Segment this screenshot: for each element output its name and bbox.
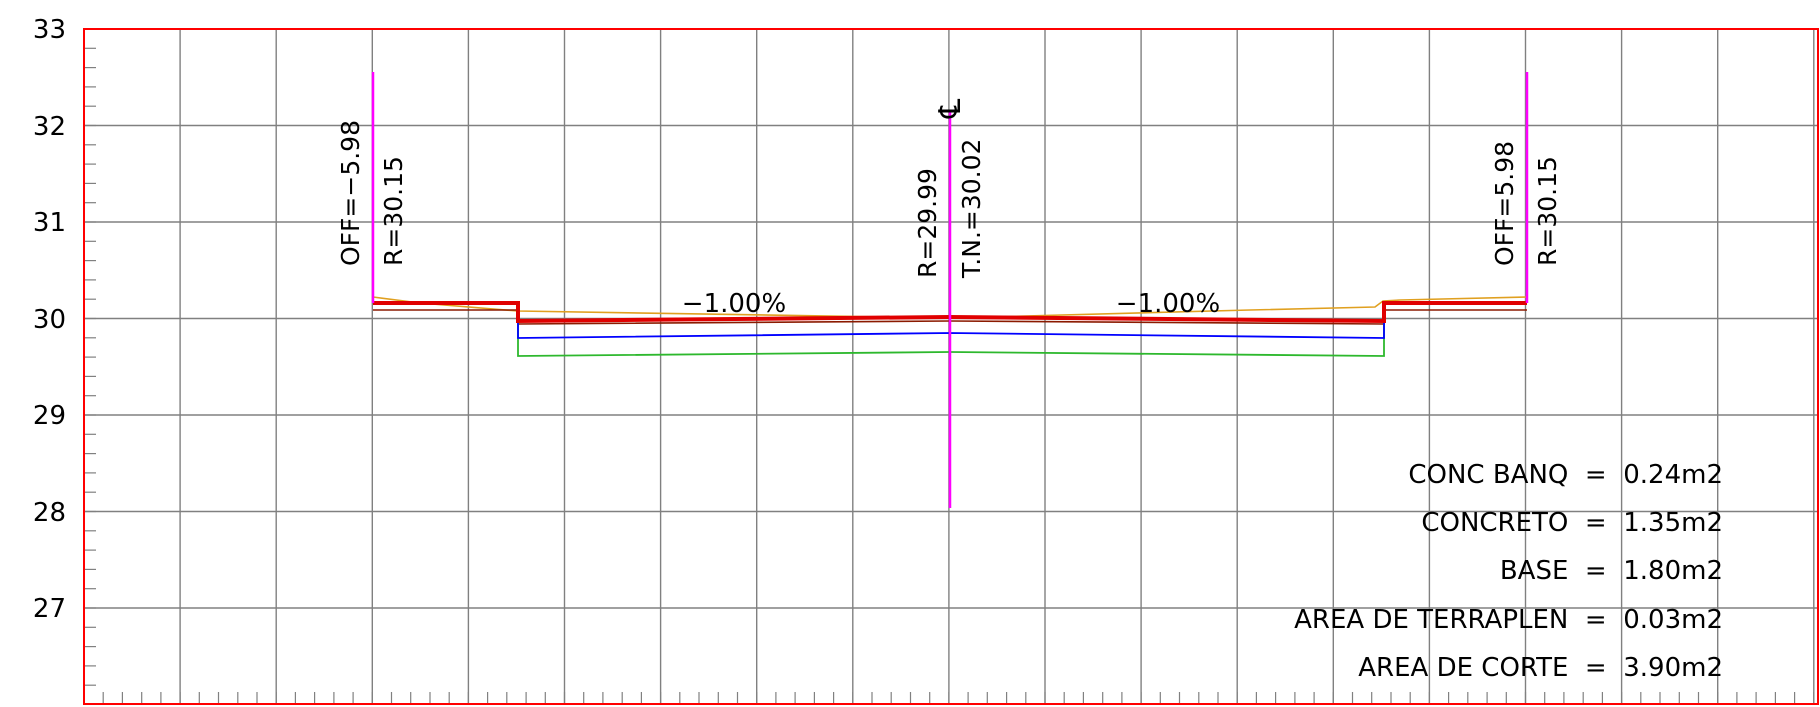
left-elevation-label: R=30.15 bbox=[379, 156, 408, 266]
centerline-symbol: ℄ bbox=[933, 99, 968, 119]
y-axis-labels: 33 32 31 30 29 28 27 bbox=[33, 15, 66, 624]
y-tick-label: 31 bbox=[33, 208, 66, 238]
area-concreto: CONCRETO = 1.35m2 bbox=[1421, 508, 1723, 538]
area-conc-banq: CONC BANQ = 0.24m2 bbox=[1408, 460, 1723, 490]
terrain-line bbox=[372, 296, 1528, 319]
left-offset-label: OFF=−5.98 bbox=[336, 120, 365, 266]
area-corte: AREA DE CORTE = 3.90m2 bbox=[1358, 653, 1723, 683]
centerline-terrain-label: T.N.=30.02 bbox=[957, 139, 986, 279]
area-summary: CONC BANQ = 0.24m2 CONCRETO = 1.35m2 BAS… bbox=[1294, 460, 1723, 683]
y-tick-label: 30 bbox=[33, 305, 66, 335]
area-terraplen: AREA DE TERRAPLEN = 0.03m2 bbox=[1294, 605, 1723, 635]
minor-ticks bbox=[83, 28, 1815, 704]
right-offset-label: OFF=5.98 bbox=[1490, 141, 1519, 266]
y-tick-label: 33 bbox=[33, 15, 66, 45]
grid-lines bbox=[84, 29, 1818, 704]
y-tick-label: 32 bbox=[33, 112, 66, 142]
centerline-elevation-label: R=29.99 bbox=[913, 168, 942, 278]
left-slope-label: −1.00% bbox=[682, 289, 786, 319]
y-tick-label: 27 bbox=[33, 594, 66, 624]
right-slope-label: −1.00% bbox=[1116, 289, 1220, 319]
area-base: BASE = 1.80m2 bbox=[1500, 556, 1723, 586]
right-elevation-label: R=30.15 bbox=[1533, 156, 1562, 266]
y-tick-label: 28 bbox=[33, 498, 66, 528]
drawing-frame bbox=[83, 28, 1819, 705]
y-tick-label: 29 bbox=[33, 401, 66, 431]
